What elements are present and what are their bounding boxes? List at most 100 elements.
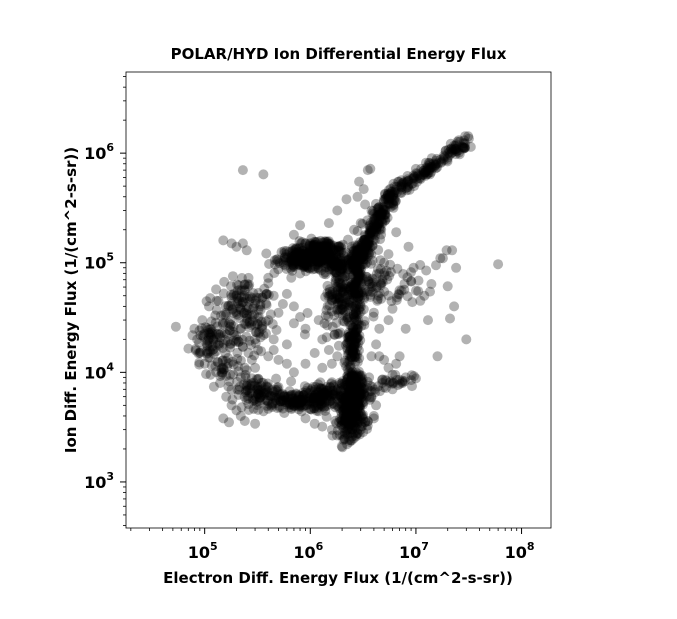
data-point	[324, 300, 335, 311]
data-point	[346, 367, 357, 378]
data-point	[241, 381, 252, 392]
data-point	[357, 238, 368, 249]
data-point	[337, 405, 348, 416]
data-point	[292, 253, 303, 264]
data-point	[354, 384, 364, 395]
data-point	[322, 320, 333, 331]
data-point	[304, 243, 315, 254]
data-point	[410, 373, 421, 384]
data-point	[304, 399, 315, 410]
data-point	[246, 320, 257, 330]
data-point	[336, 260, 347, 271]
data-point	[309, 256, 320, 266]
data-point	[218, 362, 229, 373]
data-point	[348, 327, 359, 338]
data-point	[315, 255, 326, 266]
data-point	[330, 258, 341, 269]
data-point	[331, 258, 342, 269]
data-point	[345, 408, 355, 419]
data-point	[289, 400, 300, 411]
data-point	[341, 405, 352, 416]
data-point	[303, 250, 314, 261]
data-point	[341, 416, 352, 427]
data-point	[296, 396, 307, 407]
data-point	[268, 386, 279, 397]
data-point	[322, 251, 333, 262]
data-point	[323, 218, 334, 229]
data-point	[336, 409, 347, 420]
data-point	[253, 293, 264, 303]
data-point	[295, 394, 306, 405]
data-point	[299, 381, 310, 392]
data-point	[340, 291, 351, 302]
data-point	[279, 252, 290, 263]
data-point	[341, 361, 352, 372]
data-point	[255, 332, 266, 343]
data-point	[291, 250, 302, 260]
data-point	[317, 254, 328, 265]
data-point	[343, 418, 354, 429]
data-point	[345, 345, 355, 356]
data-point	[400, 323, 411, 334]
data-point	[353, 418, 364, 429]
data-point	[354, 304, 364, 315]
data-point	[223, 353, 234, 363]
data-point	[221, 307, 232, 318]
data-point	[380, 210, 391, 221]
data-point	[231, 336, 241, 347]
data-point	[217, 367, 228, 378]
tick-label: 108	[505, 540, 535, 562]
data-point	[266, 400, 277, 411]
data-point	[232, 353, 243, 364]
data-point	[290, 255, 301, 266]
data-point	[366, 391, 377, 402]
data-point	[205, 293, 216, 304]
data-point	[244, 309, 255, 320]
data-point	[335, 267, 346, 277]
data-point	[287, 397, 298, 408]
data-point	[362, 251, 373, 262]
data-point	[359, 235, 370, 245]
data-point	[239, 284, 250, 295]
data-point	[255, 304, 266, 315]
data-point	[331, 267, 342, 278]
data-point	[250, 338, 261, 349]
data-point	[350, 373, 361, 384]
data-point	[350, 422, 361, 433]
data-point	[302, 308, 313, 318]
data-point	[387, 378, 398, 389]
data-point	[261, 384, 272, 395]
data-point	[257, 387, 268, 398]
data-point	[356, 264, 366, 275]
data-point	[327, 321, 338, 332]
data-point	[298, 394, 308, 405]
data-point	[338, 406, 349, 417]
data-point	[329, 399, 340, 410]
data-point	[342, 439, 353, 450]
data-point	[290, 253, 301, 264]
data-point	[366, 282, 377, 293]
data-point	[343, 403, 354, 414]
data-point	[315, 242, 326, 253]
data-point	[347, 370, 357, 381]
data-point	[358, 256, 369, 267]
data-point	[345, 342, 356, 353]
data-point	[220, 310, 231, 321]
data-point	[298, 255, 309, 266]
data-point	[350, 341, 360, 352]
data-point	[199, 358, 210, 369]
data-point	[319, 237, 330, 248]
data-point	[323, 311, 334, 322]
data-point	[211, 329, 222, 340]
data-point	[361, 271, 372, 282]
data-point	[328, 380, 339, 391]
data-point	[353, 391, 364, 402]
data-point	[298, 394, 309, 405]
data-point	[345, 398, 356, 409]
data-point	[343, 423, 354, 434]
data-point	[253, 311, 264, 322]
data-point	[379, 257, 390, 268]
data-point	[351, 253, 362, 264]
data-point	[290, 247, 301, 258]
